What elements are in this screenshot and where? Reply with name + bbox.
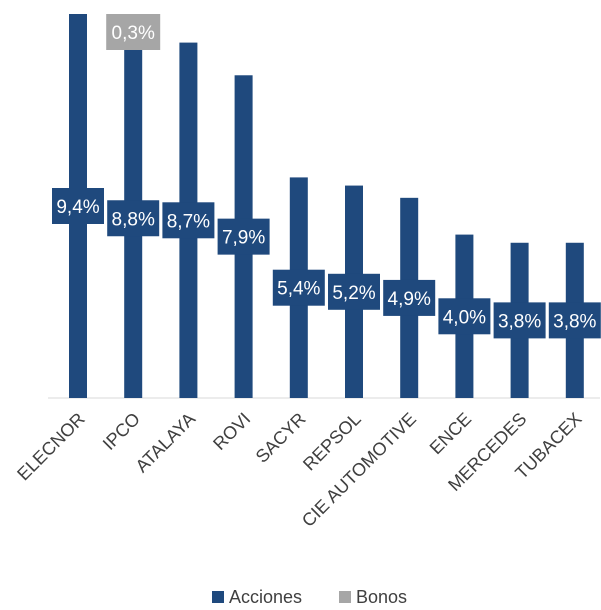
data-label-text: 8,7% xyxy=(167,211,210,232)
data-label-text: 9,4% xyxy=(56,197,99,218)
data-label-text: 5,2% xyxy=(332,283,375,304)
data-label-bg xyxy=(438,298,491,335)
data-label-text: 4,0% xyxy=(443,307,486,328)
data-label-bg xyxy=(106,14,161,50)
data-label-acciones-ipco: 8,8% xyxy=(107,200,160,237)
data-label-bg xyxy=(217,218,270,255)
legend-swatch-acciones xyxy=(212,591,224,603)
data-label-bg xyxy=(493,302,546,339)
data-label-text: 0,3% xyxy=(112,23,155,44)
x-tick-ipco: IPCO xyxy=(99,409,144,454)
data-label-bg xyxy=(383,279,436,316)
data-label-acciones-sacyr: 5,4% xyxy=(272,269,325,306)
data-label-acciones-rovi: 7,9% xyxy=(217,218,270,255)
data-label-bg xyxy=(272,269,325,306)
data-label-bg xyxy=(52,188,104,224)
data-labels: 9,4% 8,8% 0,3% 8,7% 7,9% 5,4% 5,2% 4,9% 4,0% 3,8%… xyxy=(52,14,601,339)
x-tick-elecnor: ELECNOR xyxy=(13,409,89,485)
data-label-text: 3,8% xyxy=(553,311,596,332)
data-label-acciones-ence: 4,0% xyxy=(438,298,491,335)
data-label-text: 8,8% xyxy=(112,209,155,230)
x-tick-rovi: ROVI xyxy=(209,409,254,454)
legend-swatch-bonos xyxy=(339,591,351,603)
data-label-text: 7,9% xyxy=(222,228,265,249)
legend: Acciones Bonos xyxy=(212,587,407,607)
data-label-acciones-mercedes: 3,8% xyxy=(493,302,546,339)
data-label-acciones-tubacex: 3,8% xyxy=(548,302,601,339)
data-label-bg xyxy=(548,302,601,339)
data-label-acciones-elecnor: 9,4% xyxy=(52,188,104,224)
data-label-bg xyxy=(107,200,160,237)
data-label-text: 5,4% xyxy=(277,279,320,300)
data-label-bg xyxy=(162,202,215,239)
data-label-acciones-atalaya: 8,7% xyxy=(162,202,215,239)
data-label-bg xyxy=(328,273,380,310)
data-label-text: 3,8% xyxy=(498,311,541,332)
data-label-bonos-ipco: 0,3% xyxy=(106,14,161,50)
legend-label-bonos: Bonos xyxy=(356,587,407,607)
x-tick-ence: ENCE xyxy=(426,409,476,459)
data-label-text: 4,9% xyxy=(388,289,431,310)
legend-label-acciones: Acciones xyxy=(229,587,302,607)
data-label-acciones-cie-automotive: 4,9% xyxy=(383,279,436,316)
x-tick-atalaya: ATALAYA xyxy=(132,409,200,477)
data-label-acciones-repsol: 5,2% xyxy=(328,273,380,310)
